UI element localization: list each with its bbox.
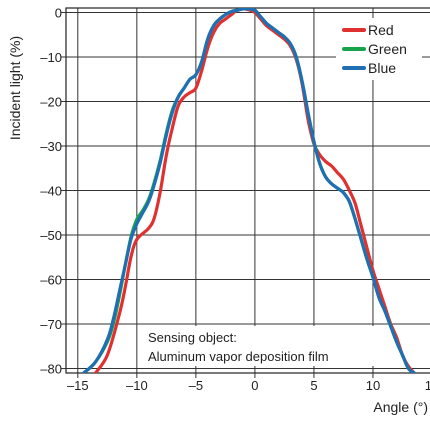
series-line-blue — [82, 8, 416, 373]
legend-label-blue: Blue — [368, 60, 396, 76]
y-tick-label: –40 — [40, 184, 62, 199]
y-tick-label: –70 — [40, 317, 62, 332]
y-tick-label: –20 — [40, 94, 62, 109]
x-tick-label: 15 — [425, 378, 430, 393]
x-tick-label: –10 — [126, 378, 148, 393]
y-tick-label: –50 — [40, 228, 62, 243]
x-axis-title: Angle (°) — [373, 399, 428, 415]
legend-label-red: Red — [368, 22, 394, 38]
y-tick-label: 0 — [55, 5, 62, 20]
x-tick-label: 0 — [251, 378, 258, 393]
x-tick-label: –15 — [67, 378, 89, 393]
legend: Red Green Blue — [336, 18, 422, 80]
x-tick-label: 5 — [310, 378, 317, 393]
x-tick-labels: –15 –10 –5 0 5 10 15 — [67, 378, 430, 393]
y-tick-label: –60 — [40, 273, 62, 288]
y-tick-label: –80 — [40, 362, 62, 377]
x-tick-label: 10 — [366, 378, 380, 393]
series-lines — [82, 8, 416, 373]
annotation-line-1: Sensing object: — [148, 330, 237, 345]
x-tick-label: –5 — [189, 378, 203, 393]
y-tick-labels: 0 –10 –20 –30 –40 –50 –60 –70 –80 — [40, 5, 62, 376]
legend-label-green: Green — [368, 41, 407, 57]
annotation-line-2: Aluminum vapor deposition film — [148, 349, 329, 364]
y-tick-label: –30 — [40, 139, 62, 154]
y-axis-title: Incident light (%) — [7, 36, 23, 140]
annotation-box — [144, 326, 376, 366]
y-tick-label: –10 — [40, 50, 62, 65]
